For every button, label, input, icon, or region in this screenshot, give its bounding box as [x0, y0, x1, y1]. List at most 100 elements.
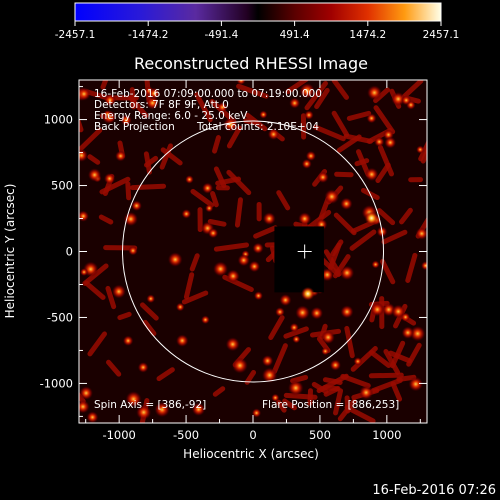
heatmap-ridge	[129, 87, 137, 110]
heatmap-blob	[128, 245, 138, 256]
heatmap-blob	[181, 209, 192, 219]
heatmap-ridge	[388, 350, 412, 364]
heatmap-blob	[295, 305, 310, 320]
heatmap-ridge	[226, 125, 242, 149]
heatmap-ridge	[334, 171, 354, 178]
heatmap-blob	[298, 212, 312, 226]
heatmap-blob	[146, 294, 156, 304]
heatmap-ridge	[212, 135, 221, 154]
heatmap-blob	[288, 380, 304, 396]
heatmap-ridge	[346, 110, 372, 121]
heatmap-ridge	[183, 272, 195, 300]
heatmap-blob	[231, 357, 248, 374]
heatmap-ridge	[194, 92, 213, 123]
heatmap-ridge	[373, 105, 396, 135]
heatmap-ridge	[84, 280, 106, 300]
heatmap-blob	[321, 330, 335, 345]
heatmap-blob	[329, 359, 342, 371]
heatmap-blob	[340, 197, 353, 210]
colorbar-tick-label: 2457.1	[423, 29, 460, 41]
heatmap-blob	[304, 110, 314, 120]
heatmap-blob	[201, 315, 210, 325]
heatmap-blob	[154, 401, 170, 418]
colorbar-tick-label: -2457.1	[55, 29, 96, 41]
heatmap-ridge	[420, 147, 427, 164]
heatmap-blob	[217, 102, 228, 113]
heatmap-blob	[191, 402, 206, 416]
heatmap-ridge	[344, 325, 355, 359]
heatmap-ridge	[408, 177, 424, 183]
heatmap-blob	[236, 80, 246, 85]
heatmap-ridge	[142, 319, 157, 337]
heatmap-blob	[415, 227, 427, 240]
colorbar-tick-label: 1474.2	[349, 29, 386, 41]
flare-position-label: Flare Position = [886,253]	[262, 399, 399, 411]
heatmap-blob	[237, 254, 250, 267]
heatmap-blob	[79, 87, 91, 101]
heatmap-ridge	[327, 242, 342, 271]
heatmap-blob	[103, 172, 116, 185]
heatmap-blob	[391, 91, 406, 107]
heatmap-ridge	[215, 185, 230, 191]
heatmap-blob	[340, 305, 354, 319]
heatmap-blob	[339, 265, 355, 281]
heatmap-ridge	[336, 134, 362, 153]
energy-range-label: Energy Range: 6.0 - 25.0 keV	[94, 110, 248, 122]
heatmap-ridge	[368, 372, 404, 379]
heatmap-blob	[253, 291, 263, 301]
heatmap-ridge	[106, 359, 122, 377]
heatmap-ridge	[377, 144, 394, 177]
heatmap-blob	[401, 95, 412, 106]
heatmap-ridge	[268, 315, 285, 341]
heatmap-blob	[225, 337, 240, 352]
bright-sources	[300, 211, 379, 301]
detectors-label: Detectors: 7F 8F 9F, Att 0	[94, 99, 229, 111]
heatmap-blob	[310, 306, 324, 320]
heatmap-blob	[79, 400, 90, 414]
heatmap-ridge	[349, 229, 377, 251]
total-counts-label: Total counts: 2.10E+04	[196, 121, 319, 133]
y-tick-label: -500	[47, 310, 73, 324]
heatmap-ridge	[405, 252, 418, 283]
bright-source	[364, 211, 379, 226]
heatmap-ridge	[105, 285, 117, 310]
plot-area: -1000 -500 0 500 1000 -1000 -500 0 500 1000	[40, 79, 428, 442]
heatmap-blob	[259, 110, 268, 119]
heatmap-ridge	[399, 207, 413, 225]
heatmap-blob	[301, 158, 312, 169]
heatmap-blob	[299, 82, 315, 99]
heatmap-blob	[262, 212, 276, 226]
heatmap-ridge	[311, 381, 329, 394]
heatmap-blob	[223, 117, 238, 132]
heatmap-blob	[167, 252, 183, 267]
heatmap-ridge	[243, 118, 259, 126]
heatmap-blob	[87, 168, 102, 182]
heatmap-ridge	[369, 350, 392, 368]
heatmap-blob	[146, 96, 160, 110]
heatmap-blob	[366, 113, 377, 124]
heatmap-ridge	[197, 207, 203, 233]
heatmap-blob	[80, 268, 89, 277]
heatmap-blob	[251, 408, 262, 418]
heatmap-blob	[175, 334, 189, 347]
heatmap-blob	[292, 335, 301, 344]
heatmap-blob	[115, 150, 127, 162]
heatmap-blob	[111, 284, 126, 299]
heatmap-blob	[208, 228, 219, 239]
heatmap-ridge	[87, 154, 101, 165]
heatmap-blob	[136, 404, 152, 420]
heatmap-blob	[226, 269, 240, 283]
heatmap-blob	[103, 110, 112, 119]
heatmap-blob	[401, 326, 415, 339]
x-tick-label: 1000	[372, 428, 401, 442]
heatmap-blob	[131, 200, 142, 212]
heatmap-ridge	[381, 229, 408, 245]
heatmap-ridge	[383, 348, 401, 375]
heatmap-blob	[202, 182, 214, 194]
heatmap-ridge	[380, 259, 396, 285]
heatmap-blob	[86, 411, 99, 423]
heatmap-blob	[317, 171, 329, 184]
heatmap-blob	[125, 391, 142, 408]
heatmap-blob	[353, 357, 363, 366]
heatmap-blob	[321, 347, 330, 356]
